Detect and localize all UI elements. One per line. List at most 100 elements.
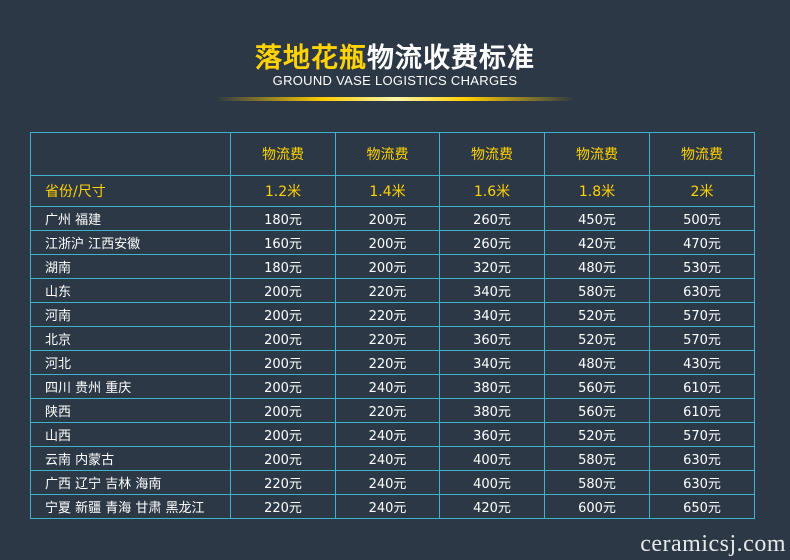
fee-cell: 520元 xyxy=(544,326,650,351)
province-cell: 陕西 xyxy=(30,398,231,423)
fee-cell: 360元 xyxy=(439,326,545,351)
fee-header-row: 物流费 物流费 物流费 物流费 物流费 xyxy=(30,132,755,176)
fee-cell: 500元 xyxy=(649,206,755,231)
fee-cell: 220元 xyxy=(335,326,440,351)
fee-header-cell: 物流费 xyxy=(335,132,440,176)
fee-cell: 580元 xyxy=(544,446,650,471)
size-cell: 1.6米 xyxy=(439,175,545,207)
fee-cell: 600元 xyxy=(544,494,650,519)
fee-cell: 480元 xyxy=(544,350,650,375)
size-header-row: 省份/尺寸 1.2米 1.4米 1.6米 1.8米 2米 xyxy=(30,175,755,207)
table-row: 山东 200元 220元 340元 580元 630元 xyxy=(30,278,755,303)
fee-cell: 160元 xyxy=(230,230,336,255)
header-blank-cell xyxy=(30,132,231,176)
fee-cell: 610元 xyxy=(649,374,755,399)
fee-cell: 240元 xyxy=(335,446,440,471)
fee-cell: 240元 xyxy=(335,494,440,519)
table-row: 云南 内蒙古 200元 240元 400元 580元 630元 xyxy=(30,446,755,471)
fee-cell: 220元 xyxy=(230,470,336,495)
fee-cell: 450元 xyxy=(544,206,650,231)
province-cell: 宁夏 新疆 青海 甘肃 黑龙江 xyxy=(30,494,231,519)
fee-header-cell: 物流费 xyxy=(544,132,650,176)
table-row: 山西 200元 240元 360元 520元 570元 xyxy=(30,422,755,447)
fee-cell: 220元 xyxy=(335,278,440,303)
table-row: 宁夏 新疆 青海 甘肃 黑龙江 220元 240元 420元 600元 650元 xyxy=(30,494,755,519)
fee-cell: 480元 xyxy=(544,254,650,279)
table-row: 四川 贵州 重庆 200元 240元 380元 560元 610元 xyxy=(30,374,755,399)
province-cell: 四川 贵州 重庆 xyxy=(30,374,231,399)
fee-cell: 200元 xyxy=(230,350,336,375)
table-row: 广州 福建 180元 200元 260元 450元 500元 xyxy=(30,206,755,231)
fee-cell: 200元 xyxy=(230,302,336,327)
logistics-charges-table: 物流费 物流费 物流费 物流费 物流费 省份/尺寸 1.2米 1.4米 1.6米… xyxy=(30,132,755,519)
fee-cell: 520元 xyxy=(544,302,650,327)
fee-cell: 520元 xyxy=(544,422,650,447)
title-accent: 落地花瓶 xyxy=(255,43,367,74)
province-cell: 山东 xyxy=(30,278,231,303)
fee-cell: 200元 xyxy=(230,374,336,399)
fee-cell: 360元 xyxy=(439,422,545,447)
fee-header-cell: 物流费 xyxy=(649,132,755,176)
size-cell: 1.8米 xyxy=(544,175,650,207)
province-cell: 河南 xyxy=(30,302,231,327)
watermark: ceramicsj.com xyxy=(640,531,786,557)
size-cell: 2米 xyxy=(649,175,755,207)
fee-cell: 570元 xyxy=(649,302,755,327)
fee-cell: 430元 xyxy=(649,350,755,375)
fee-cell: 240元 xyxy=(335,470,440,495)
fee-cell: 630元 xyxy=(649,278,755,303)
fee-cell: 400元 xyxy=(439,446,545,471)
size-cell: 1.2米 xyxy=(230,175,336,207)
fee-cell: 200元 xyxy=(230,422,336,447)
table-row: 河南 200元 220元 340元 520元 570元 xyxy=(30,302,755,327)
fee-cell: 200元 xyxy=(335,206,440,231)
fee-cell: 340元 xyxy=(439,278,545,303)
page-title: 落地花瓶物流收费标准 xyxy=(0,36,790,75)
fee-cell: 420元 xyxy=(544,230,650,255)
fee-header-cell: 物流费 xyxy=(439,132,545,176)
title-underline-glow xyxy=(215,97,575,101)
fee-cell: 200元 xyxy=(230,326,336,351)
title-rest: 物流收费标准 xyxy=(367,43,535,74)
fee-cell: 470元 xyxy=(649,230,755,255)
fee-cell: 180元 xyxy=(230,254,336,279)
fee-cell: 340元 xyxy=(439,350,545,375)
fee-cell: 570元 xyxy=(649,326,755,351)
fee-cell: 530元 xyxy=(649,254,755,279)
fee-cell: 580元 xyxy=(544,278,650,303)
fee-cell: 240元 xyxy=(335,422,440,447)
province-cell: 云南 内蒙古 xyxy=(30,446,231,471)
fee-cell: 220元 xyxy=(230,494,336,519)
fee-cell: 240元 xyxy=(335,374,440,399)
province-cell: 湖南 xyxy=(30,254,231,279)
fee-cell: 580元 xyxy=(544,470,650,495)
fee-cell: 570元 xyxy=(649,422,755,447)
fee-cell: 630元 xyxy=(649,446,755,471)
fee-cell: 400元 xyxy=(439,470,545,495)
table-row: 陕西 200元 220元 380元 560元 610元 xyxy=(30,398,755,423)
table-row: 江浙沪 江西安徽 160元 200元 260元 420元 470元 xyxy=(30,230,755,255)
fee-cell: 380元 xyxy=(439,398,545,423)
fee-cell: 320元 xyxy=(439,254,545,279)
fee-cell: 610元 xyxy=(649,398,755,423)
fee-cell: 200元 xyxy=(230,278,336,303)
province-cell: 广西 辽宁 吉林 海南 xyxy=(30,470,231,495)
table-row: 广西 辽宁 吉林 海南 220元 240元 400元 580元 630元 xyxy=(30,470,755,495)
fee-cell: 380元 xyxy=(439,374,545,399)
province-size-label: 省份/尺寸 xyxy=(30,175,231,207)
fee-cell: 630元 xyxy=(649,470,755,495)
province-cell: 河北 xyxy=(30,350,231,375)
fee-cell: 650元 xyxy=(649,494,755,519)
fee-cell: 420元 xyxy=(439,494,545,519)
fee-cell: 200元 xyxy=(230,398,336,423)
fee-cell: 180元 xyxy=(230,206,336,231)
province-cell: 北京 xyxy=(30,326,231,351)
fee-cell: 340元 xyxy=(439,302,545,327)
fee-cell: 200元 xyxy=(335,230,440,255)
size-cell: 1.4米 xyxy=(335,175,440,207)
table-row: 北京 200元 220元 360元 520元 570元 xyxy=(30,326,755,351)
province-cell: 江浙沪 江西安徽 xyxy=(30,230,231,255)
fee-cell: 200元 xyxy=(335,254,440,279)
fee-cell: 260元 xyxy=(439,230,545,255)
table-row: 河北 200元 220元 340元 480元 430元 xyxy=(30,350,755,375)
